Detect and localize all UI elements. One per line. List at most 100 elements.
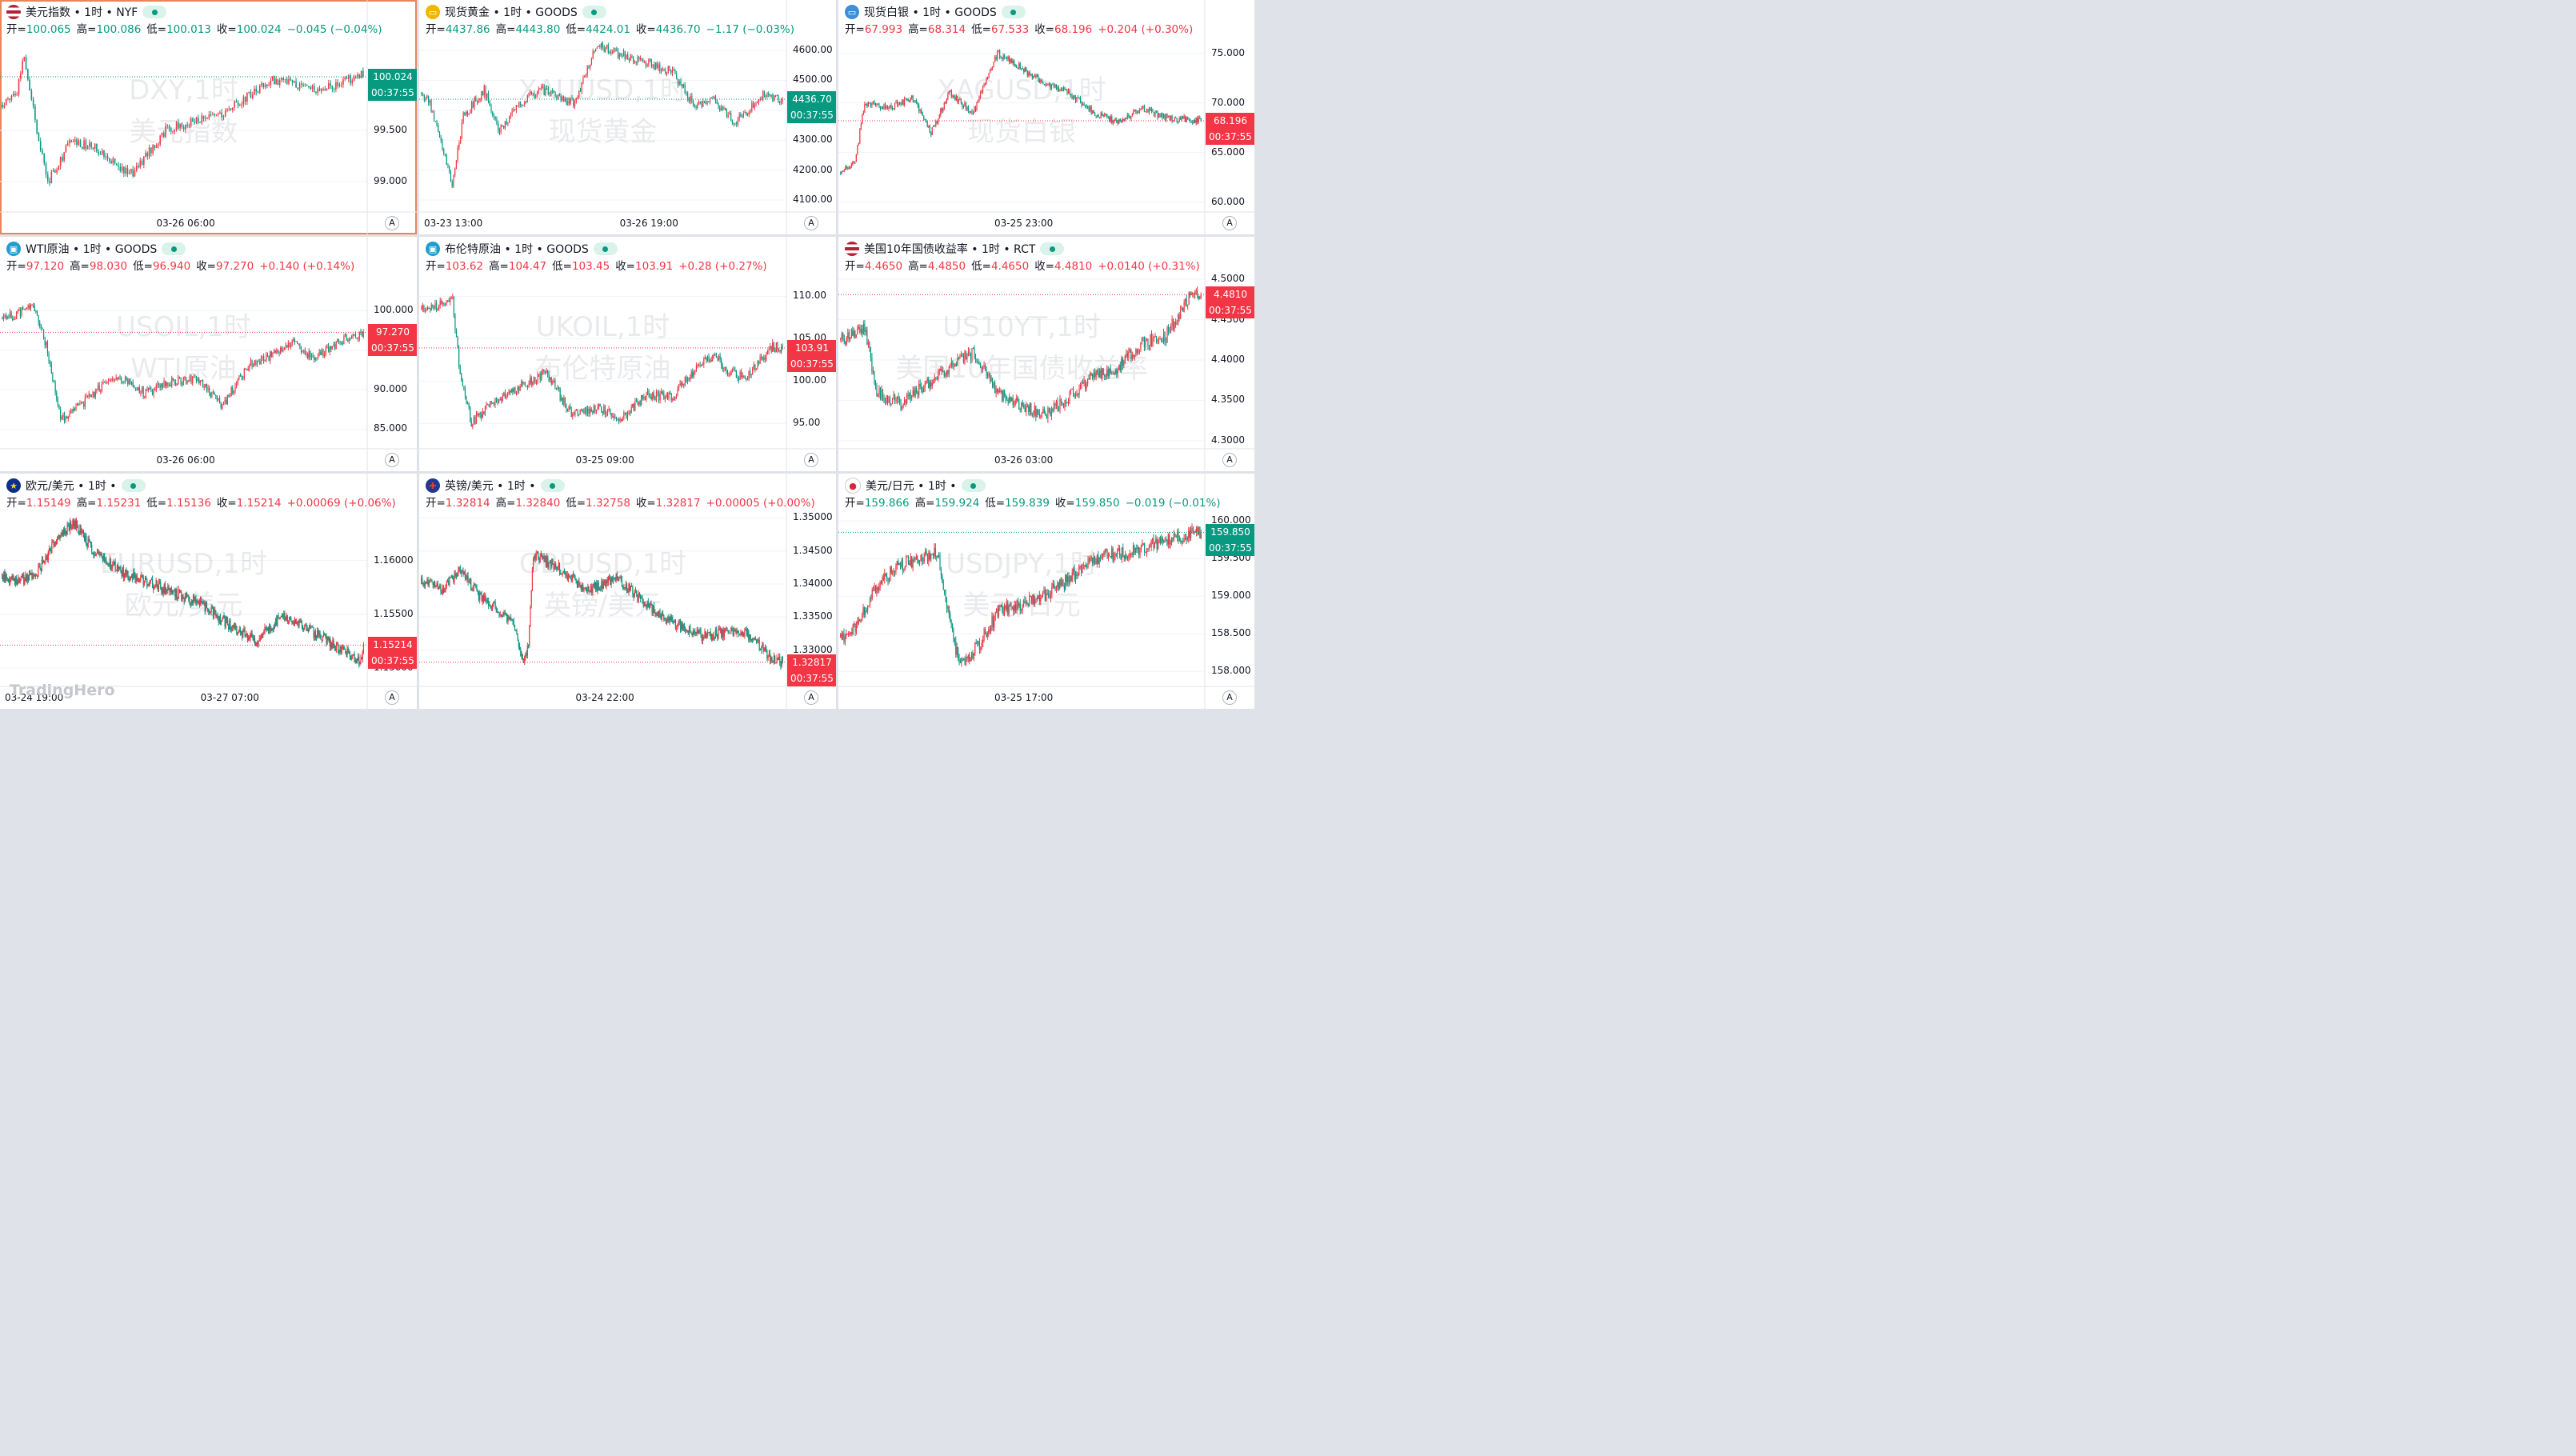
symbol-title[interactable]: 美国10年国债收益率 • 1时 • RCT	[864, 243, 1036, 256]
candle-body	[850, 330, 852, 338]
chart-header[interactable]: 美国10年国债收益率 • 1时 • RCT	[845, 241, 1065, 257]
candle-body	[762, 91, 764, 100]
candle-body	[351, 80, 354, 84]
price-chart[interactable]	[419, 237, 836, 471]
candle-body	[869, 342, 870, 348]
candle-body	[1174, 117, 1175, 122]
candle-body	[1150, 334, 1153, 346]
candle-body	[862, 323, 864, 334]
bar-countdown: 00:37:55	[790, 358, 834, 370]
candle-body	[440, 137, 442, 141]
candle-body	[682, 384, 683, 386]
auto-scale-button[interactable]: A	[1222, 453, 1237, 467]
chart-header[interactable]: ★ 欧元/美元 • 1时 •	[6, 478, 146, 494]
last-price-value: 68.196	[1214, 114, 1247, 126]
candle-body	[454, 573, 456, 576]
price-chart[interactable]	[0, 0, 417, 234]
candle-body	[1002, 55, 1004, 59]
symbol-title[interactable]: 欧元/美元 • 1时 •	[26, 480, 117, 493]
candle-body	[847, 167, 849, 169]
ohlc-label-low: 低=	[133, 260, 153, 273]
price-chart[interactable]	[0, 474, 417, 709]
candle-body	[632, 586, 634, 594]
candle-body	[254, 88, 255, 95]
chart-panel[interactable]: XAGUSD,1时 现货白银 ▭ 现货白银 • 1时 • GOODS 开=67.993 高…	[838, 0, 1254, 234]
candle-body	[483, 411, 485, 414]
candle-body	[256, 361, 258, 366]
chart-header[interactable]: ▣ WTI原油 • 1时 • GOODS	[6, 241, 186, 257]
last-price-tag: 100.024 00:37:55	[368, 68, 417, 101]
candle-body	[338, 84, 341, 86]
ohlc-value-open: 103.62	[445, 260, 484, 273]
chart-panel[interactable]: XAUUSD,1时 现货黄金 ▭ 现货黄金 • 1时 • GOODS 开=4437.86…	[419, 0, 836, 234]
candle-body	[752, 367, 754, 374]
candle-body	[601, 43, 602, 48]
candle-body	[1150, 108, 1153, 111]
candle-body	[480, 593, 482, 594]
symbol-title[interactable]: 现货黄金 • 1时 • GOODS	[445, 6, 578, 19]
chart-header[interactable]: 美元指数 • 1时 • NYF	[6, 4, 167, 20]
candle-body	[176, 589, 178, 598]
candle-body	[449, 577, 450, 586]
candle-body	[518, 102, 520, 106]
candle-body	[130, 382, 133, 385]
chart-panel[interactable]: EURUSD,1时 欧元/美元 ★ 欧元/美元 • 1时 • 开=1.15149 高=1.…	[0, 474, 417, 709]
price-tick-label: 4.5000	[1211, 273, 1245, 285]
candle-body	[994, 57, 996, 62]
candle-body	[898, 398, 901, 403]
price-chart[interactable]	[419, 0, 836, 234]
chart-panel[interactable]: US10YT,1时 美国10年国债收益率 美国10年国债收益率 • 1时 • RCT…	[838, 237, 1254, 471]
candle-body	[592, 411, 594, 413]
auto-scale-button[interactable]: A	[804, 216, 818, 230]
candle-body	[692, 630, 694, 636]
candle-body	[1021, 402, 1022, 410]
chart-header[interactable]: ▭ 现货黄金 • 1时 • GOODS	[426, 4, 606, 20]
chart-panel[interactable]: GBPUSD,1时 英镑/美元 ✚ 英镑/美元 • 1时 • 开=1.32814 高=1.…	[419, 474, 836, 709]
candle-body	[750, 639, 753, 641]
candle-body	[51, 542, 53, 553]
candle-body	[943, 370, 945, 376]
candle-body	[287, 621, 290, 622]
auto-scale-button[interactable]: A	[804, 453, 818, 467]
candle-body	[296, 622, 298, 624]
chart-panel[interactable]: USOIL,1时 WTI原油 ▣ WTI原油 • 1时 • GOODS 开=97.120…	[0, 237, 417, 471]
candle-body	[983, 365, 985, 368]
candle-body	[862, 112, 864, 115]
candle-body	[294, 618, 297, 624]
candle-body	[92, 392, 94, 396]
symbol-title[interactable]: WTI原油 • 1时 • GOODS	[26, 243, 158, 256]
candle-body	[318, 88, 321, 91]
candle-body	[57, 536, 58, 541]
chart-header[interactable]: ▣ 布伦特原油 • 1时 • GOODS	[426, 241, 618, 257]
candle-body	[148, 387, 150, 390]
candle-body	[718, 628, 720, 630]
candle-body	[300, 348, 302, 352]
candle-body	[353, 654, 354, 656]
chart-panel[interactable]: UKOIL,1时 布伦特原油 ▣ 布伦特原油 • 1时 • GOODS 开=103.62…	[419, 237, 836, 471]
candle-body	[483, 86, 485, 96]
auto-scale-button[interactable]: A	[1222, 216, 1237, 230]
candle-body	[974, 358, 977, 360]
price-chart[interactable]	[0, 237, 417, 471]
symbol-title[interactable]: 布伦特原油 • 1时 • GOODS	[445, 243, 589, 256]
symbol-title[interactable]: 美元指数 • 1时 • NYF	[26, 6, 138, 19]
auto-scale-button[interactable]: A	[385, 453, 399, 467]
auto-scale-button[interactable]: A	[385, 216, 399, 230]
price-chart[interactable]	[419, 474, 836, 709]
candle-body	[931, 382, 933, 386]
candle-body	[687, 630, 689, 634]
candle-body	[542, 370, 543, 372]
chart-panel[interactable]: DXY,1时美元指数美元指数 • 1时 • NYF开=100.065高=100.…	[0, 0, 417, 234]
ohlc-value-open: 1.15149	[26, 497, 71, 510]
chart-header[interactable]: ▭ 现货白银 • 1时 • GOODS	[845, 4, 1026, 20]
candle-body	[1109, 117, 1110, 122]
price-chart[interactable]	[838, 237, 1254, 471]
candle-body	[641, 395, 642, 406]
candle-body	[1088, 378, 1090, 380]
symbol-title[interactable]: 现货白银 • 1时 • GOODS	[864, 6, 997, 19]
candle-body	[219, 616, 222, 623]
auto-scale-button[interactable]: A	[385, 690, 399, 705]
candle-body	[470, 102, 473, 112]
price-chart[interactable]	[838, 0, 1254, 234]
candle-body	[67, 524, 69, 526]
